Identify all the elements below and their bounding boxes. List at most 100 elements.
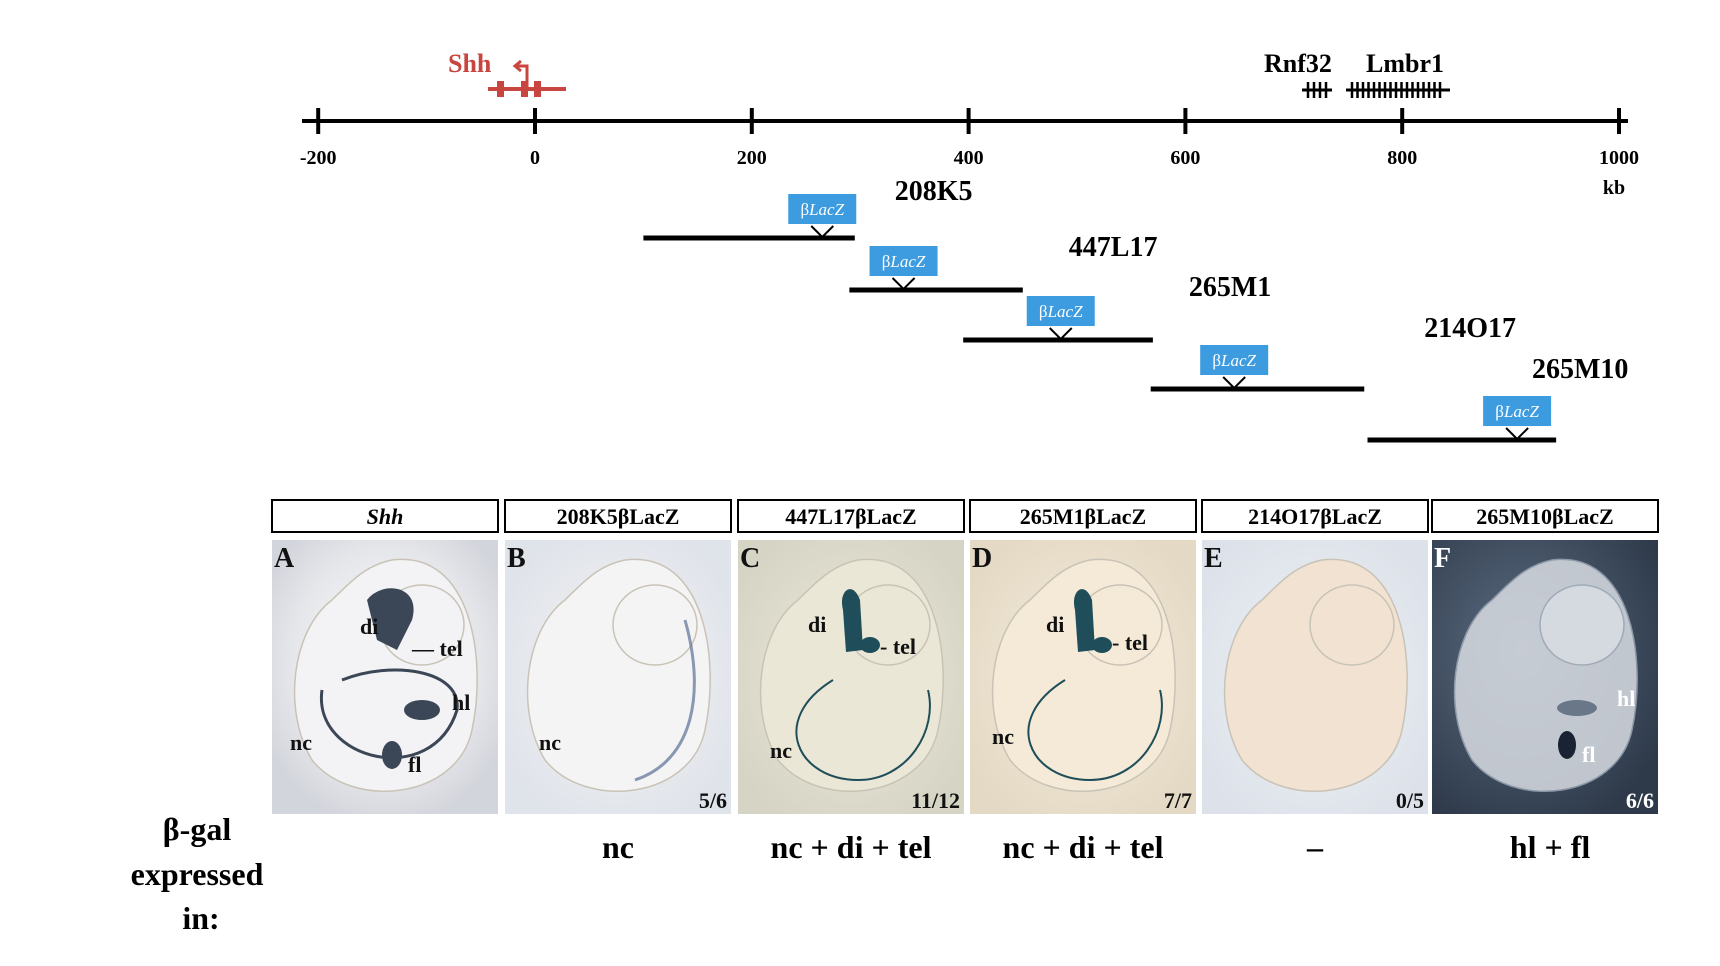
bac-clone-208K5: βLacZ 208K5 <box>643 176 973 241</box>
panel-C: 447L17βLacZ Cdi - tel nc 11/12 nc + di + tel <box>737 499 965 865</box>
panel-letter: A <box>274 543 295 574</box>
bac-clone-214O17: βLacZ 214O17 <box>1150 313 1516 392</box>
panel-A: Shh Adi — tel hl nc fl <box>271 499 499 814</box>
lacz-name: LacZ <box>808 200 845 219</box>
anatomy-label: hl <box>452 690 470 715</box>
axis-unit-label: kb <box>1603 177 1625 199</box>
stain-hindlimb <box>404 700 440 720</box>
bac-clone-label: 265M1 <box>1189 272 1271 303</box>
panel-letter: B <box>507 543 526 574</box>
panel-letter: F <box>1434 543 1451 574</box>
lacz-reporter-label: βLacZ <box>1039 302 1083 321</box>
anatomy-label: di <box>360 614 378 639</box>
panel-header-box <box>737 499 965 533</box>
embryo-panels: Shh Adi — tel hl nc fl 208K5βLacZ Bnc 5/6 nc 447L1… <box>271 499 1659 865</box>
panel-header: 265M1βLacZ <box>1020 504 1146 529</box>
panel-header: Shh <box>367 504 404 529</box>
panel-header: 265M10βLacZ <box>1476 504 1613 529</box>
anatomy-label: nc <box>290 730 312 755</box>
stain-notochord <box>1027 679 1163 782</box>
expression-summary: – <box>1306 829 1324 865</box>
axis-tick-label: 400 <box>954 147 984 169</box>
row-label-line-1: β-gal <box>163 811 232 847</box>
bac-clone-label: 265M10 <box>1532 354 1628 385</box>
anatomy-label: - tel <box>1112 630 1148 655</box>
embryo-count: 6/6 <box>1626 788 1654 813</box>
row-label-line-3: in: <box>182 900 219 936</box>
bac-clone-265M1: βLacZ 265M1 <box>963 272 1271 343</box>
row-label-line-2: expressed <box>131 856 264 892</box>
stain-telencephalon <box>860 637 880 653</box>
bac-clone-label: 208K5 <box>895 176 973 207</box>
stain-diencephalon <box>841 589 863 652</box>
lacz-beta: β <box>800 200 809 219</box>
anatomy-label: di <box>1046 612 1064 637</box>
panel-header-box <box>1201 499 1429 533</box>
lacz-name: LacZ <box>889 252 926 271</box>
panel-D: 265M1βLacZ Ddi - tel nc 7/7nc + di + tel <box>969 499 1197 865</box>
stain-notochord <box>795 679 931 782</box>
panel-header: 214O17βLacZ <box>1248 504 1382 529</box>
genomic-map: -200 0 200 400 600 800 1000 kb Shh Rnf32 Lmbr1… <box>300 49 1639 443</box>
panel-header-box <box>271 499 499 533</box>
lacz-beta: β <box>882 252 891 271</box>
panel-letter: E <box>1204 543 1223 574</box>
stain-diencephalon <box>1073 589 1095 652</box>
embryo-count: 0/5 <box>1396 788 1424 813</box>
lacz-reporter-box <box>1483 396 1552 426</box>
rnf32-gene-label: Rnf32 <box>1264 49 1332 78</box>
lacz-reporter-label: βLacZ <box>1495 402 1539 421</box>
stain-forelimb <box>382 741 402 769</box>
panel-header: 208K5βLacZ <box>557 504 680 529</box>
axis-tick-label: -200 <box>300 147 337 169</box>
insertion-mark-icon <box>1222 376 1246 390</box>
axis-tick-label: 1000 <box>1599 147 1639 169</box>
embryo-count: 5/6 <box>699 788 727 813</box>
expression-summary: nc <box>602 829 634 865</box>
expression-summary: hl + fl <box>1510 829 1591 865</box>
axis-tick-label: 200 <box>737 147 767 169</box>
lacz-reporter-box <box>1200 345 1269 375</box>
axis-tick-label: 600 <box>1170 147 1200 169</box>
anatomy-label: nc <box>539 730 561 755</box>
bac-clone-label: 214O17 <box>1424 313 1516 344</box>
anatomy-label: nc <box>770 738 792 763</box>
anatomy-label: - tel <box>880 634 916 659</box>
rnf32-exons <box>1306 82 1328 98</box>
stain-notochord <box>634 619 696 782</box>
expression-summary: nc + di + tel <box>771 829 932 865</box>
shh-gene-label: Shh <box>448 49 492 78</box>
axis-ticks: -200 0 200 400 600 800 1000 <box>300 108 1639 169</box>
embryo-count: 11/12 <box>911 788 960 813</box>
panel-E: 214O17βLacZ E 0/5 – <box>1201 499 1429 865</box>
axis-tick-label: 800 <box>1387 147 1417 169</box>
lacz-name: LacZ <box>1220 351 1257 370</box>
anatomy-label: — tel <box>411 636 463 661</box>
panel-B: 208K5βLacZ Bnc 5/6 nc <box>504 499 732 865</box>
lacz-reporter-label: βLacZ <box>800 200 844 219</box>
panel-letter: C <box>740 543 760 574</box>
lacz-reporter-box <box>1026 296 1095 326</box>
lacz-reporter-box <box>788 194 857 224</box>
insertion-mark-icon <box>891 277 916 291</box>
shh-gene: Shh <box>448 49 566 97</box>
stain-diencephalon <box>367 588 414 650</box>
anatomy-label: fl <box>1582 742 1595 767</box>
panel-header: 447L17βLacZ <box>785 504 916 529</box>
panel-header-box <box>969 499 1197 533</box>
embryo-head <box>1309 584 1395 666</box>
lacz-reporter-label: βLacZ <box>1212 351 1256 370</box>
lmbr1-gene: Lmbr1 <box>1346 49 1450 98</box>
stain-hindlimb <box>1557 700 1597 716</box>
insertion-mark-icon <box>1505 427 1529 441</box>
lacz-beta: β <box>1495 402 1504 421</box>
panel-header-box <box>1431 499 1659 533</box>
anatomy-label: fl <box>408 752 421 777</box>
panel-letter: D <box>972 543 992 574</box>
stain-notochord <box>320 668 459 760</box>
embryo-head <box>612 584 698 666</box>
lmbr1-gene-label: Lmbr1 <box>1366 49 1444 78</box>
anatomy-label: hl <box>1617 686 1635 711</box>
rnf32-gene: Rnf32 <box>1264 49 1332 98</box>
